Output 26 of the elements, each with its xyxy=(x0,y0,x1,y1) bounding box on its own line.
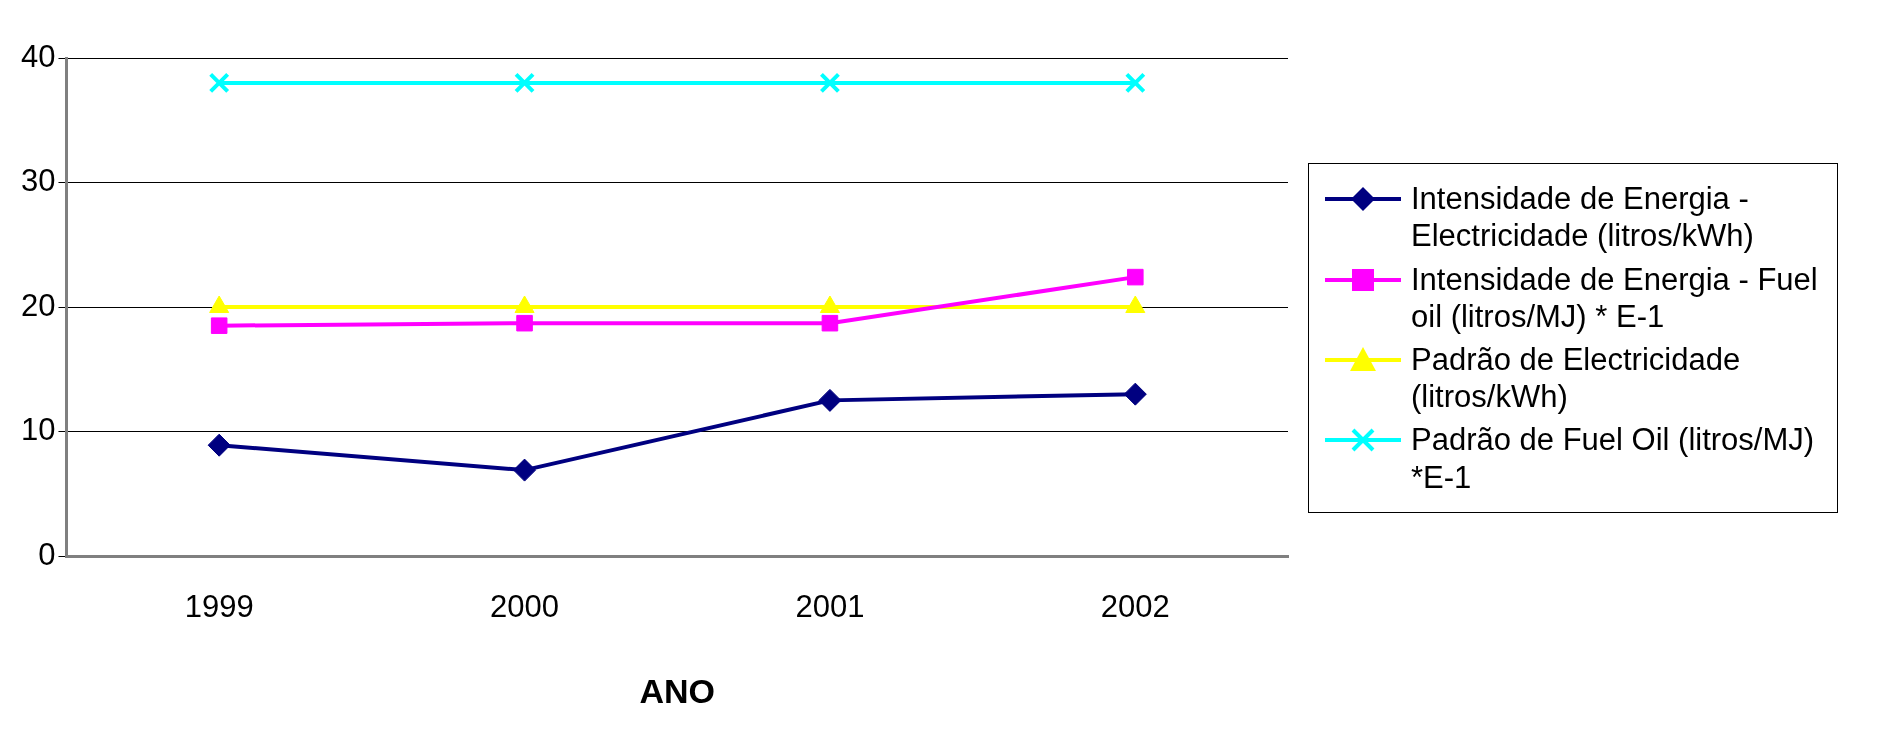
point xyxy=(210,317,228,334)
y-tick-label: 40 xyxy=(21,38,56,74)
y-tick-label: 20 xyxy=(21,287,56,323)
point xyxy=(207,433,231,457)
point xyxy=(516,314,533,332)
point xyxy=(513,458,537,482)
legend-label: Padrão de Electricidade (litros/kWh) xyxy=(1411,341,1742,416)
x-tick-label: 2001 xyxy=(795,589,865,625)
point xyxy=(1124,72,1146,94)
y-tick-label: 10 xyxy=(21,412,56,448)
point xyxy=(819,72,841,94)
y-tick-label: 0 xyxy=(38,536,56,572)
point xyxy=(1123,382,1147,406)
x-tick-label: 1999 xyxy=(184,589,254,625)
x-tick-label: 2000 xyxy=(490,589,560,625)
x-axis-title: ANO xyxy=(639,671,716,710)
y-tick-label: 30 xyxy=(21,163,56,199)
point xyxy=(818,388,842,412)
legend-label: Intensidade de Energia - Fuel oil (litros/MJ) * E-1 xyxy=(1411,260,1819,335)
point xyxy=(514,72,536,94)
point xyxy=(1127,268,1144,286)
point xyxy=(208,72,230,94)
legend-label: Padrão de Fuel Oil (litros/MJ) *E-1 xyxy=(1411,421,1816,496)
x-tick-label: 2002 xyxy=(1100,589,1170,625)
legend-label: Intensidade de Energia - Electricidade (litros/kWh) xyxy=(1411,180,1755,255)
point xyxy=(821,314,839,332)
